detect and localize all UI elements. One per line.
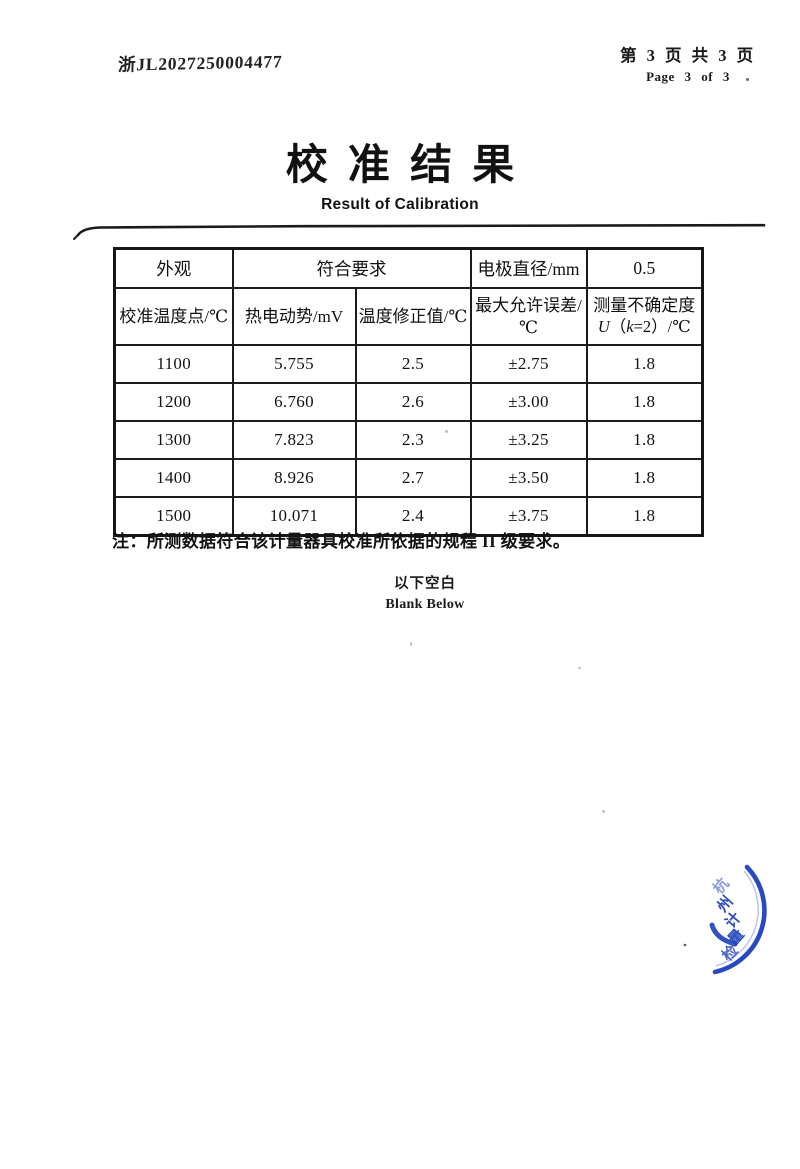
- table-cell: 2.3: [354, 420, 472, 460]
- blank-below-zh: 以下空白: [394, 576, 456, 592]
- compliance-note: 注：所测数据符合该计量器具校准所依据的规程 II 级要求。: [112, 532, 571, 551]
- column-header-emf: 热电动势/mV: [231, 287, 357, 346]
- page-number-zh: 第 3 页 共 3 页: [619, 46, 757, 65]
- table-cell: 1.8: [585, 420, 704, 460]
- table-cell: 1300: [113, 420, 234, 460]
- page-title-en: Result of Calibration: [321, 196, 479, 213]
- electrode-diameter-value-cell: 0.5: [585, 247, 704, 289]
- ink-speck: [683, 943, 687, 947]
- table-cell: 10.071: [231, 496, 357, 537]
- table-cell: 8.926: [231, 458, 357, 498]
- table-cell: 1500: [113, 496, 234, 537]
- column-header-temperature: 校准温度点/℃: [113, 287, 234, 346]
- table-cell: 2.7: [354, 458, 472, 498]
- table-cell: 1400: [113, 458, 234, 498]
- table-row-appearance: 外观 符合要求 电极直径/mm 0.5: [113, 247, 704, 289]
- table-cell: 7.823: [231, 420, 357, 460]
- scan-speck: [602, 810, 605, 813]
- table-cell: ±3.25: [469, 420, 588, 460]
- table-row-1400: 1400 8.926 2.7 ±3.50 1.8: [113, 458, 704, 498]
- scan-speck: [410, 642, 412, 646]
- table-header-row: 校准温度点/℃ 热电动势/mV 温度修正值/℃ 最大允许误差/℃ 测量不确定度 …: [113, 287, 704, 346]
- certificate-serial: 浙JL2027250004477: [117, 51, 283, 75]
- table-cell: ±3.00: [469, 382, 588, 422]
- table-cell: 2.5: [354, 344, 472, 384]
- table-cell: 1.8: [585, 496, 704, 537]
- blank-below-en: Blank Below: [385, 597, 465, 612]
- table-row-1300: 1300 7.823 2.3 ±3.25 1.8: [113, 420, 704, 460]
- column-header-uncertainty: 测量不确定度 U（k=2）/℃: [585, 287, 704, 346]
- table-row-1200: 1200 6.760 2.6 ±3.00 1.8: [113, 382, 704, 422]
- table-row-1500: 1500 10.071 2.4 ±3.75 1.8: [113, 496, 704, 537]
- seal-inner-arc: [709, 922, 738, 947]
- table-cell: ±2.75: [469, 344, 588, 384]
- table-row-1100: 1100 5.755 2.5 ±2.75 1.8: [113, 344, 704, 384]
- scan-speck: [578, 667, 581, 669]
- page-number-en: Page 3 of 3: [646, 69, 730, 84]
- page-title-zh: 校准结果: [285, 141, 535, 188]
- table-cell: 5.755: [231, 344, 357, 384]
- seal-char: 杭: [709, 874, 732, 897]
- table-cell: ±3.75: [469, 496, 588, 537]
- table-cell: 1100: [113, 344, 234, 384]
- table-cell: 1.8: [585, 458, 704, 498]
- scan-speck: [746, 78, 749, 81]
- title-divider-line: [73, 223, 766, 240]
- uncertainty-header-line1: 测量不确定度: [593, 296, 696, 316]
- seal-outer-arc: [712, 864, 767, 975]
- table-cell: 2.6: [354, 382, 472, 422]
- column-header-correction: 温度修正值/℃: [354, 287, 472, 346]
- calibration-results-table: 外观 符合要求 电极直径/mm 0.5 校准温度点/℃ 热电动势/mV 温度修正…: [113, 247, 704, 537]
- table-cell: 1200: [113, 382, 234, 422]
- table-cell: ±3.50: [469, 458, 588, 498]
- table-cell: 6.760: [231, 382, 357, 422]
- blank-below-block: 以下空白 Blank Below: [335, 572, 515, 613]
- appearance-value-cell: 符合要求: [231, 247, 472, 289]
- uncertainty-header-formula: U（k=2）/℃: [597, 317, 691, 337]
- table-cell: 2.4: [354, 496, 472, 537]
- appearance-label-cell: 外观: [113, 247, 234, 289]
- calibration-seal-stamp: 杭 州 计 量 检: [683, 864, 767, 975]
- seal-outer-arc-inner-edge: [715, 870, 759, 967]
- column-header-max-error: 最大允许误差/℃: [469, 287, 588, 346]
- table-cell: 1.8: [585, 382, 704, 422]
- page-number-block: 第 3 页 共 3 页 Page 3 of 3: [598, 42, 778, 85]
- table-cell: 1.8: [585, 344, 704, 384]
- scan-speck: [445, 430, 448, 433]
- electrode-diameter-label-cell: 电极直径/mm: [469, 247, 588, 289]
